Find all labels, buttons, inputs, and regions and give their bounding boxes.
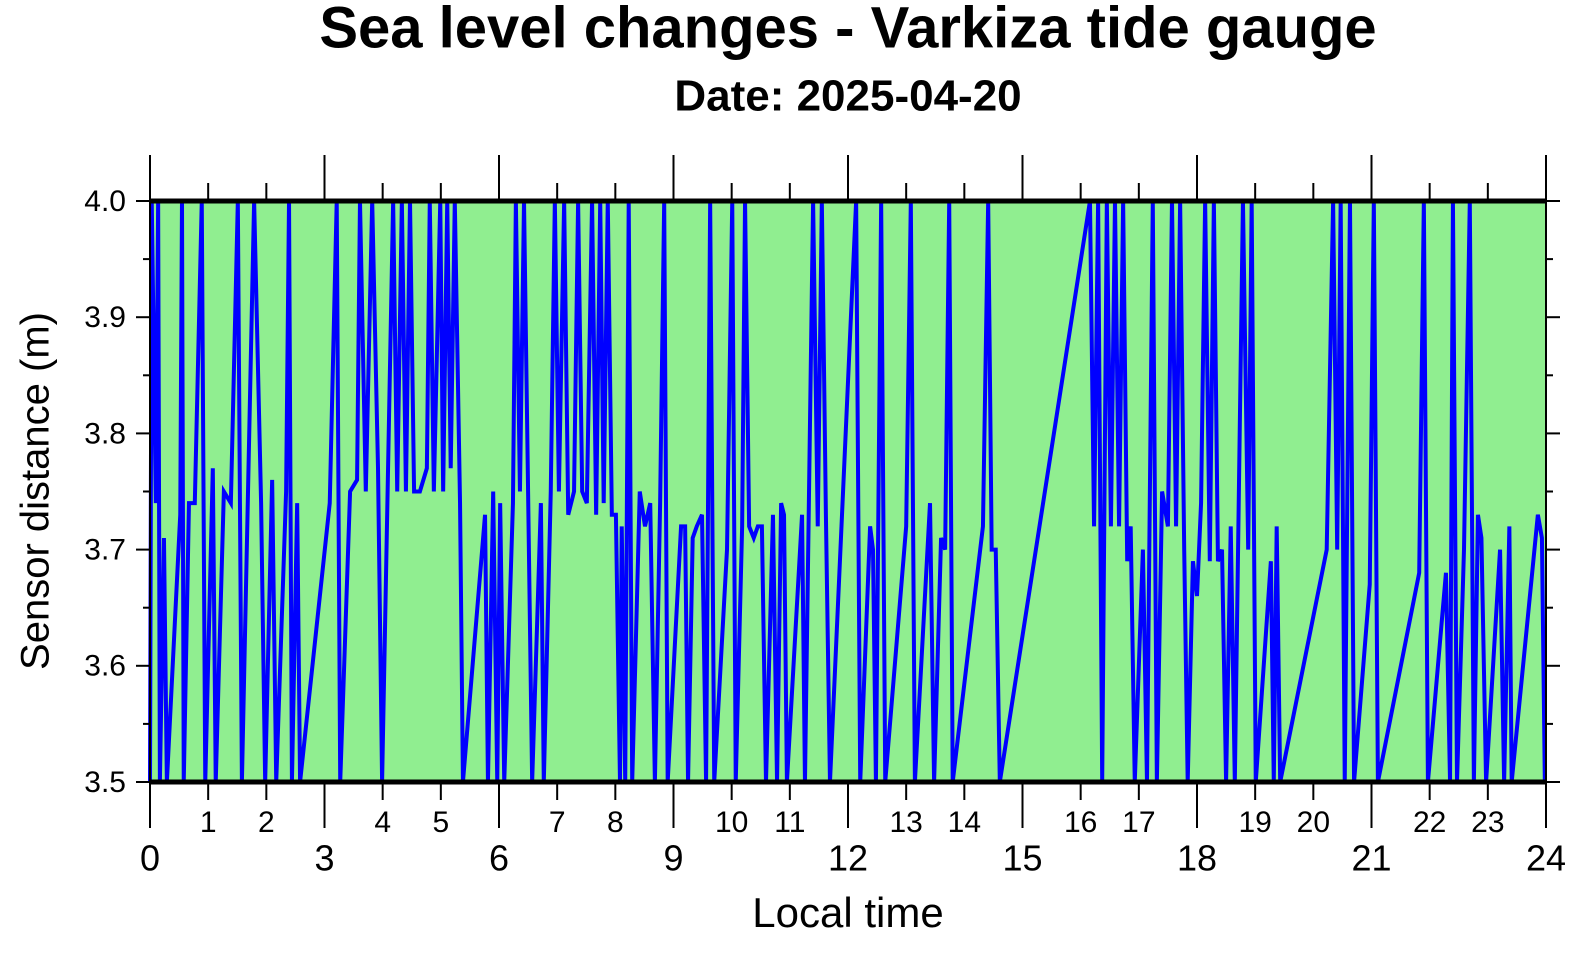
x-minor-tick-label: 4 [374,806,391,839]
x-minor-tick-label: 2 [258,806,275,839]
x-axis-label: Local time [752,889,943,936]
y-tick-label: 3.7 [84,534,126,567]
x-tick-label: 24 [1526,838,1566,879]
y-tick-label: 3.6 [84,650,126,683]
x-minor-tick-label: 10 [715,806,748,839]
data-line [148,200,1547,783]
x-minor-tick-label: 14 [948,806,981,839]
x-minor-tick-label: 1 [200,806,217,839]
x-minor-tick-label: 19 [1238,806,1271,839]
x-tick-label: 15 [1002,838,1042,879]
x-minor-tick-label: 23 [1471,806,1504,839]
x-tick-label: 18 [1177,838,1217,879]
x-minor-tick-label: 5 [432,806,449,839]
x-minor-tick-label: 20 [1297,806,1330,839]
x-tick-label: 12 [828,838,868,879]
x-minor-tick-label: 7 [549,806,566,839]
y-tick-label: 3.8 [84,417,126,450]
x-minor-tick-label: 16 [1064,806,1097,839]
x-minor-tick-label: 11 [774,806,805,839]
x-tick-label: 3 [314,838,334,879]
x-minor-tick-label: 22 [1413,806,1446,839]
x-minor-tick-label: 8 [607,806,624,839]
y-tick-label: 3.5 [84,766,126,799]
y-tick-label: 4.0 [84,185,126,218]
y-axis-label: Sensor distance (m) [14,312,58,670]
x-tick-label: 21 [1351,838,1391,879]
chart-subtitle: Date: 2025-04-20 [674,72,1021,121]
x-tick-label: 9 [663,838,683,879]
x-minor-tick-label: 13 [889,806,922,839]
x-tick-label: 6 [489,838,509,879]
chart-title: Sea level changes - Varkiza tide gauge [319,0,1376,60]
y-tick-label: 3.9 [84,301,126,334]
x-tick-label: 0 [140,838,160,879]
x-minor-tick-label: 17 [1122,806,1155,839]
